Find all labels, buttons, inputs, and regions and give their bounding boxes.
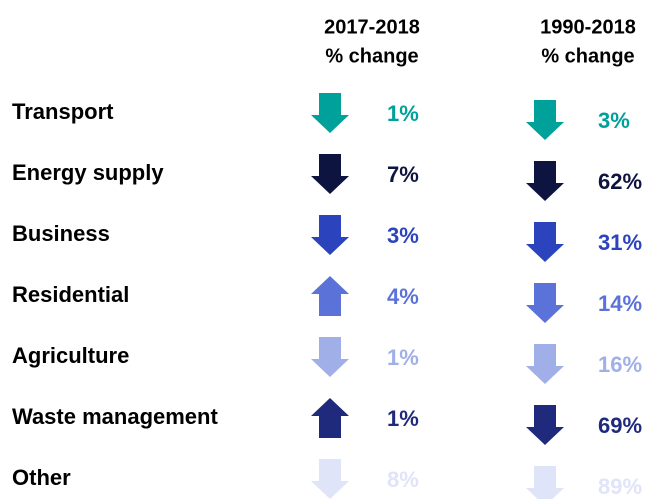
- direction-arrow: [526, 161, 564, 201]
- row-label: Business: [12, 221, 110, 246]
- row-label: Energy supply: [12, 160, 164, 185]
- change-value: 4%: [387, 284, 419, 309]
- change-value: 3%: [387, 223, 419, 248]
- change-value: 14%: [598, 291, 642, 316]
- change-value: 7%: [387, 162, 419, 187]
- direction-arrow: [526, 405, 564, 445]
- column-measure: % change: [541, 45, 634, 67]
- row-label: Other: [12, 465, 71, 490]
- change-value: 16%: [598, 352, 642, 377]
- change-value: 8%: [387, 467, 419, 492]
- direction-arrow: [526, 222, 564, 262]
- direction-arrow: [311, 398, 349, 438]
- row-label: Residential: [12, 282, 129, 307]
- direction-arrow: [311, 93, 349, 133]
- column-measure: % change: [325, 45, 418, 67]
- change-value: 1%: [387, 345, 419, 370]
- direction-arrow: [311, 215, 349, 255]
- change-value: 62%: [598, 169, 642, 194]
- direction-arrow: [526, 100, 564, 140]
- change-value: 1%: [387, 101, 419, 126]
- change-value: 3%: [598, 108, 630, 133]
- column-period: 2017-2018: [324, 16, 420, 38]
- change-value: 31%: [598, 230, 642, 255]
- direction-arrow: [526, 283, 564, 323]
- row-label: Waste management: [12, 404, 218, 429]
- direction-arrow: [311, 337, 349, 377]
- direction-arrow: [311, 459, 349, 499]
- direction-arrow: [311, 276, 349, 316]
- row-label: Agriculture: [12, 343, 129, 368]
- change-value: 69%: [598, 413, 642, 438]
- change-value: 89%: [598, 474, 642, 499]
- change-value: 1%: [387, 406, 419, 431]
- direction-arrow: [526, 466, 564, 499]
- row-label: Transport: [12, 99, 114, 124]
- direction-arrow: [526, 344, 564, 384]
- column-period: 1990-2018: [540, 16, 636, 38]
- direction-arrow: [311, 154, 349, 194]
